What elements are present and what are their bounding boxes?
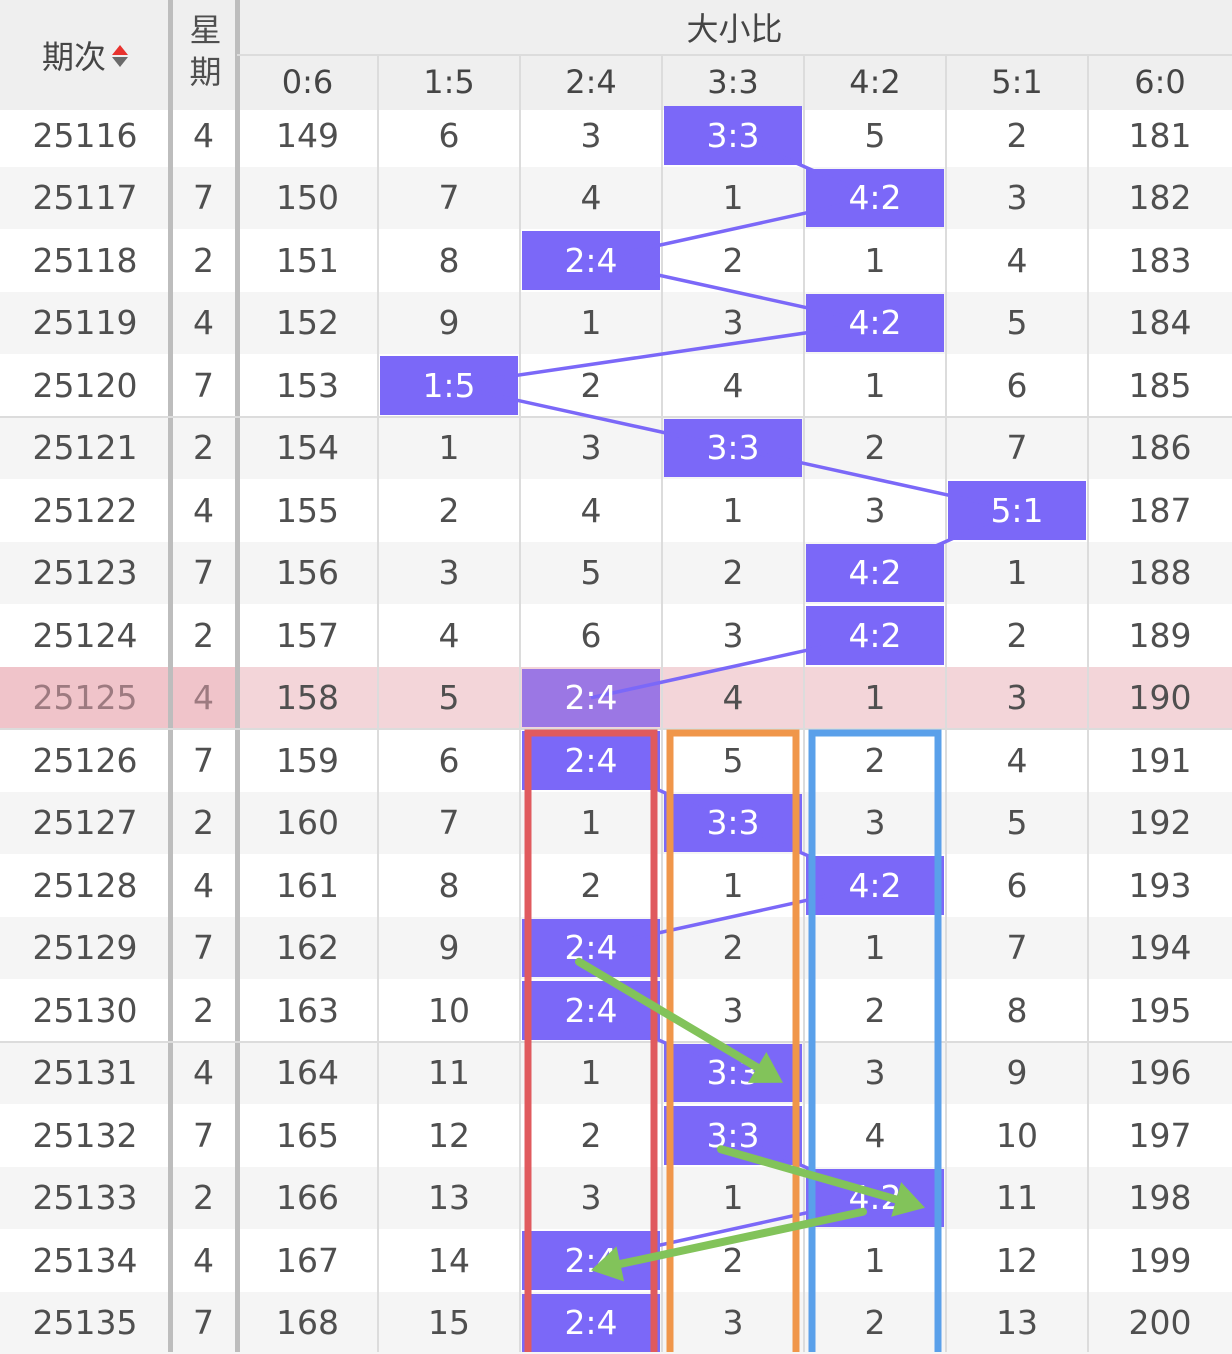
box-3-3-column [670,733,796,1352]
arrow-25132-to-25133 [721,1149,925,1217]
arrow-25133-to-25134 [591,1212,863,1282]
box-4-2-column [812,733,938,1352]
arrow-25129-to-25131 [579,962,783,1083]
